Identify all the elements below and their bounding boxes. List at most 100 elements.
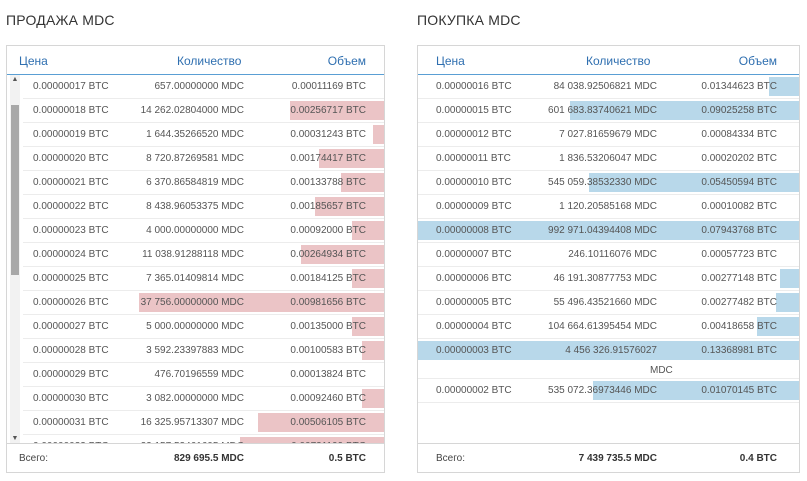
sell-order-row[interactable]: 0.00000020 BTC 8 720.87269581 MDC 0.001744…	[23, 147, 384, 171]
buy-row-qty: 601 683.83740621 MDC	[548, 105, 657, 116]
buy-order-row[interactable]: 0.00000011 BTC 1 836.53206047 MDC 0.000202…	[418, 147, 799, 171]
sell-row-price: 0.00000018 BTC	[33, 105, 109, 116]
scroll-up-icon[interactable]: ▲	[11, 76, 19, 83]
buy-order-row[interactable]: 0.00000010 BTC 545 059.38532330 MDC 0.0545…	[418, 171, 799, 195]
buy-row-price: 0.00000005 BTC	[436, 297, 512, 308]
buy-order-row[interactable]: 0.00000016 BTC 84 038.92506821 MDC 0.01344…	[418, 75, 799, 99]
buy-order-row[interactable]: 0.00000015 BTC 601 683.83740621 MDC 0.0902…	[418, 99, 799, 123]
buy-row-qty: 46 191.30877753 MDC	[553, 273, 657, 284]
sell-order-row[interactable]: 0.00000017 BTC 657.00000000 MDC 0.00011169…	[23, 75, 384, 99]
sell-row-qty: 6 370.86584819 MDC	[146, 177, 244, 188]
sell-order-row[interactable]: 0.00000018 BTC 14 262.02804000 MDC 0.00256…	[23, 99, 384, 123]
sell-row-price: 0.00000028 BTC	[33, 345, 109, 356]
buy-order-row[interactable]: 0.00000009 BTC 1 120.20585168 MDC 0.000100…	[418, 195, 799, 219]
sell-total-vol: 0.5 BTC	[328, 453, 366, 464]
buy-rows: 0.00000016 BTC 84 038.92506821 MDC 0.01344…	[418, 75, 799, 444]
scroll-down-icon[interactable]: ▼	[11, 435, 19, 442]
sell-order-row[interactable]: 0.00000025 BTC 7 365.01409814 MDC 0.001841…	[23, 267, 384, 291]
buy-row-vol: 0.13368981 BTC	[701, 345, 777, 356]
buy-order-row[interactable]: 0.00000008 BTC 992 971.04394408 MDC 0.0794…	[418, 219, 799, 243]
sell-order-row[interactable]: 0.00000033 BTC 22 157.53461605 MDC 0.00731…	[23, 435, 384, 444]
buy-row-qty: 4 456 326.91576027	[565, 345, 657, 356]
sell-row-qty: 1 644.35266520 MDC	[146, 129, 244, 140]
buy-row-price: 0.00000016 BTC	[436, 81, 512, 92]
sell-depth-bar	[315, 197, 384, 216]
sell-order-row[interactable]: 0.00000030 BTC 3 082.00000000 MDC 0.000924…	[23, 387, 384, 411]
sell-order-row[interactable]: 0.00000026 BTC 37 756.00000000 MDC 0.00981…	[23, 291, 384, 315]
sell-order-row[interactable]: 0.00000031 BTC 16 325.95713307 MDC 0.00506…	[23, 411, 384, 435]
sell-order-row[interactable]: 0.00000021 BTC 6 370.86584819 MDC 0.001337…	[23, 171, 384, 195]
sell-row-price: 0.00000017 BTC	[33, 81, 109, 92]
buy-row-vol: 0.00277148 BTC	[701, 273, 777, 284]
sell-order-row[interactable]: 0.00000028 BTC 3 592.23397883 MDC 0.001005…	[23, 339, 384, 363]
buy-order-row[interactable]: 0.00000012 BTC 7 027.81659679 MDC 0.000843…	[418, 123, 799, 147]
buy-depth-bar	[776, 293, 799, 312]
buy-row-price: 0.00000002 BTC	[436, 385, 512, 396]
buy-depth-bar	[769, 77, 799, 96]
buy-header-vol[interactable]: Объем	[738, 54, 777, 68]
sell-row-vol: 0.00100583 BTC	[290, 345, 366, 356]
sell-row-price: 0.00000025 BTC	[33, 273, 109, 284]
buy-row-vol: 0.00057723 BTC	[701, 249, 777, 260]
sell-order-row[interactable]: 0.00000022 BTC 8 438.96053375 MDC 0.001856…	[23, 195, 384, 219]
buy-row-qty: 1 120.20585168 MDC	[559, 201, 657, 212]
buy-row-price: 0.00000009 BTC	[436, 201, 512, 212]
buy-row-vol: 0.00010082 BTC	[701, 201, 777, 212]
sell-row-vol: 0.00135000 BTC	[290, 321, 366, 332]
buy-row-price: 0.00000015 BTC	[436, 105, 512, 116]
sell-row-price: 0.00000024 BTC	[33, 249, 109, 260]
buy-order-row[interactable]: 0.00000002 BTC 535 072.36973446 MDC 0.0107…	[418, 379, 799, 403]
sell-order-row[interactable]: 0.00000027 BTC 5 000.00000000 MDC 0.001350…	[23, 315, 384, 339]
sell-row-price: 0.00000031 BTC	[33, 417, 109, 428]
buy-order-row[interactable]: 0.00000004 BTC 104 664.61395454 MDC 0.0041…	[418, 315, 799, 339]
sell-row-qty: 3 082.00000000 MDC	[146, 393, 244, 404]
sell-row-qty: 657.00000000 MDC	[154, 81, 244, 92]
buy-order-row[interactable]: 0.00000007 BTC 246.10116076 MDC 0.00057723…	[418, 243, 799, 267]
sell-depth-bar	[362, 389, 384, 408]
sell-footer: Всего: 829 695.5 MDC 0.5 BTC	[7, 443, 384, 472]
buy-depth-bar	[418, 341, 799, 360]
sell-row-price: 0.00000020 BTC	[33, 153, 109, 164]
sell-depth-bar	[258, 413, 384, 432]
buy-header-qty[interactable]: Количество	[586, 54, 651, 68]
sell-order-row[interactable]: 0.00000023 BTC 4 000.00000000 MDC 0.000920…	[23, 219, 384, 243]
buy-row-price: 0.00000011 BTC	[436, 153, 511, 164]
sell-depth-bar	[352, 317, 384, 336]
sell-title: ПРОДАЖА MDC	[6, 12, 115, 28]
sell-row-qty: 5 000.00000000 MDC	[146, 321, 244, 332]
buy-depth-bar	[757, 317, 799, 336]
buy-row-vol: 0.01344623 BTC	[701, 81, 777, 92]
sell-total-label: Всего:	[19, 453, 48, 464]
sell-row-qty: 7 365.01409814 MDC	[146, 273, 244, 284]
sell-row-price: 0.00000026 BTC	[33, 297, 109, 308]
buy-depth-bar	[570, 101, 799, 120]
buy-row-qty: 246.10116076 MDC	[568, 249, 657, 260]
buy-order-row[interactable]: 0.00000003 BTC 4 456 326.91576027 MDC 0.133…	[418, 339, 799, 379]
sell-row-vol: 0.00174417 BTC	[290, 153, 366, 164]
scroll-thumb[interactable]	[11, 105, 19, 275]
buy-order-row[interactable]: 0.00000006 BTC 46 191.30877753 MDC 0.00277…	[418, 267, 799, 291]
buy-row-vol: 0.00418658 BTC	[701, 321, 777, 332]
sell-row-price: 0.00000030 BTC	[33, 393, 109, 404]
sell-header-qty[interactable]: Количество	[177, 54, 242, 68]
sell-scrollbar[interactable]: ▲ ▼	[10, 75, 20, 444]
sell-row-vol: 0.00011169 BTC	[291, 81, 366, 92]
buy-total-vol: 0.4 BTC	[739, 453, 777, 464]
sell-depth-bar	[240, 437, 384, 444]
sell-header-vol[interactable]: Объем	[327, 54, 366, 68]
sell-header-price[interactable]: Цена	[19, 54, 48, 68]
buy-row-vol: 0.00084334 BTC	[701, 129, 777, 140]
sell-row-qty: 3 592.23397883 MDC	[146, 345, 244, 356]
sell-order-row[interactable]: 0.00000019 BTC 1 644.35266520 MDC 0.000312…	[23, 123, 384, 147]
sell-row-vol: 0.00264934 BTC	[290, 249, 366, 260]
sell-order-row[interactable]: 0.00000029 BTC 476.70196559 MDC 0.00013824…	[23, 363, 384, 387]
sell-row-vol: 0.00256717 BTC	[290, 105, 366, 116]
sell-order-row[interactable]: 0.00000024 BTC 11 038.91288118 MDC 0.00264…	[23, 243, 384, 267]
buy-total-qty: 7 439 735.5 MDC	[578, 453, 657, 464]
buy-header-price[interactable]: Цена	[436, 54, 465, 68]
buy-order-row[interactable]: 0.00000005 BTC 55 496.43521660 MDC 0.00277…	[418, 291, 799, 315]
sell-row-vol: 0.00092460 BTC	[290, 393, 366, 404]
sell-row-qty: 8 438.96053375 MDC	[146, 201, 244, 212]
sell-row-price: 0.00000021 BTC	[33, 177, 109, 188]
buy-footer: Всего: 7 439 735.5 MDC 0.4 BTC	[418, 443, 799, 472]
